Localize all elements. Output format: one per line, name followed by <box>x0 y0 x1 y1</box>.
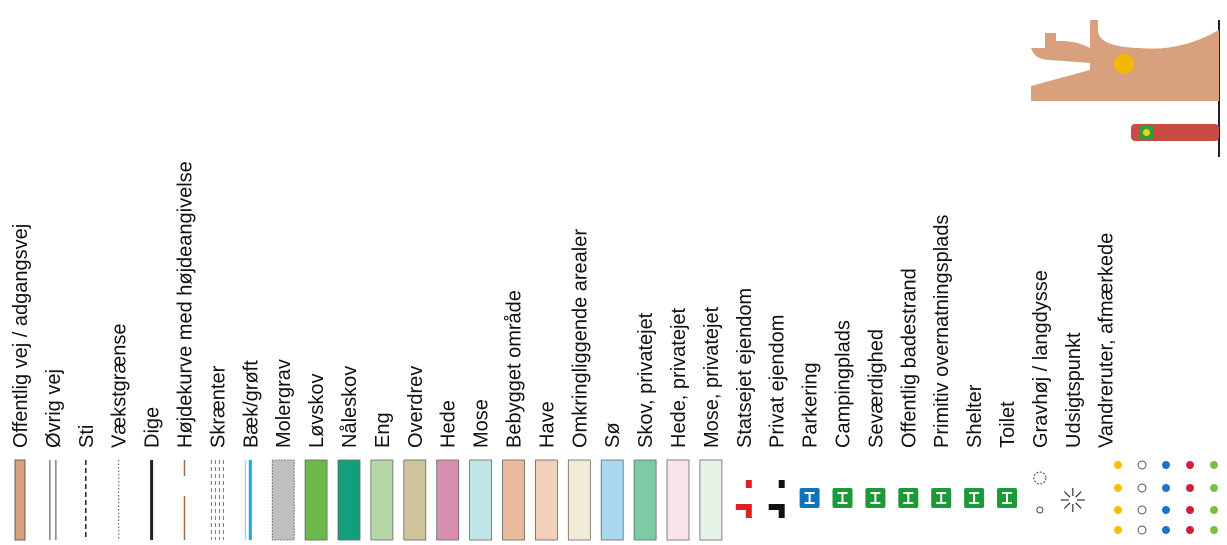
route-dot <box>1138 461 1146 469</box>
legend-label: Mose, privatejet <box>701 306 723 448</box>
legend-label: Bebygget område <box>504 290 526 448</box>
legend: Offentlig vej / adgangsvej Øvrig vej Sti Væ… <box>0 0 1227 545</box>
trail-sign <box>1031 20 1219 157</box>
legend-label: Bæk/grøft <box>240 360 262 448</box>
legend-label: Molergrav <box>273 359 295 448</box>
legend-swatch <box>503 460 525 540</box>
legend-label: Højdekurve med højdeangivelse <box>175 161 197 448</box>
sign-dot <box>1114 54 1134 74</box>
route-dot <box>1186 506 1194 514</box>
legend-symbol <box>1076 492 1082 498</box>
sign-mark-dot <box>1143 129 1150 136</box>
route-dot <box>1162 526 1170 534</box>
route-dot <box>1114 461 1122 469</box>
legend-label: Øvrig vej <box>43 369 65 448</box>
route-dot <box>1162 461 1170 469</box>
legend-swatch <box>535 460 557 540</box>
legend-swatch <box>667 460 689 540</box>
route-dot <box>1138 506 1146 514</box>
route-dot <box>1114 484 1122 492</box>
legend-swatch <box>470 460 492 540</box>
legend-swatch <box>338 460 360 540</box>
route-dot <box>1186 526 1194 534</box>
legend-swatch <box>601 460 623 540</box>
legend-symbol <box>1064 492 1070 498</box>
legend-swatch <box>15 460 25 540</box>
legend-label: Sø <box>602 422 624 448</box>
legend-label: Vækstgrænse <box>109 324 131 449</box>
legend-label: Hede, privatejet <box>668 307 690 448</box>
route-dot <box>1210 526 1218 534</box>
legend-label: Dige <box>142 407 164 448</box>
legend-symbol <box>769 480 785 518</box>
legend-label: Offentlig badestrand <box>898 268 920 448</box>
legend-label: Offentlig vej / adgangsvej <box>10 224 32 448</box>
legend-label: Eng <box>372 412 394 448</box>
legend-label: Have <box>536 401 558 448</box>
legend-label: Toilet <box>997 401 1019 448</box>
legend-symbol <box>1064 503 1070 509</box>
legend-label: Udsigtspunkt <box>1063 332 1085 448</box>
legend-label: Primitiv overnatningsplads <box>931 215 953 448</box>
legend-label: Hede <box>438 400 460 448</box>
route-dot <box>1186 461 1194 469</box>
route-dot <box>1210 506 1218 514</box>
legend-label: Privat ejendom <box>767 315 789 448</box>
legend-symbol <box>1076 503 1082 509</box>
legend-label: Statsejet ejendom <box>734 288 756 448</box>
legend-label: Overdrev <box>405 366 427 448</box>
route-dot <box>1210 484 1218 492</box>
legend-label: Gravhøj / langdysse <box>1030 270 1052 448</box>
route-dot <box>1186 484 1194 492</box>
legend-label: Shelter <box>964 384 986 448</box>
legend-symbol <box>1034 472 1046 484</box>
route-dot <box>1114 526 1122 534</box>
legend-swatch <box>634 460 656 540</box>
legend-swatch <box>305 460 327 540</box>
legend-swatch <box>404 460 426 540</box>
legend-label: Seværdighed <box>865 329 887 448</box>
legend-symbol <box>1037 507 1043 513</box>
legend-swatch <box>371 460 393 540</box>
legend-label: Sti <box>76 425 98 448</box>
route-dot <box>1138 484 1146 492</box>
legend-swatch <box>437 460 459 540</box>
route-dot <box>1114 506 1122 514</box>
legend-swatch <box>568 460 590 540</box>
route-dot <box>1210 461 1218 469</box>
legend-swatch <box>700 460 722 540</box>
legend-label: Skov, privatejet <box>635 312 657 448</box>
legend-label: Parkering <box>800 362 822 448</box>
legend-label: Nåleskov <box>339 366 361 448</box>
legend-swatch <box>272 460 294 540</box>
route-dot <box>1162 506 1170 514</box>
legend-symbol <box>736 480 752 518</box>
legend-label: Mose <box>471 399 493 448</box>
legend-label: Løvskov <box>306 374 328 448</box>
route-dot <box>1138 526 1146 534</box>
legend-label: Campingplads <box>833 320 855 448</box>
legend-label: Omkringliggende arealer <box>569 229 591 448</box>
route-dot <box>1162 484 1170 492</box>
legend-label: Skrænter <box>207 365 229 448</box>
legend-label: Vandreruter, afmærkede <box>1096 233 1118 448</box>
